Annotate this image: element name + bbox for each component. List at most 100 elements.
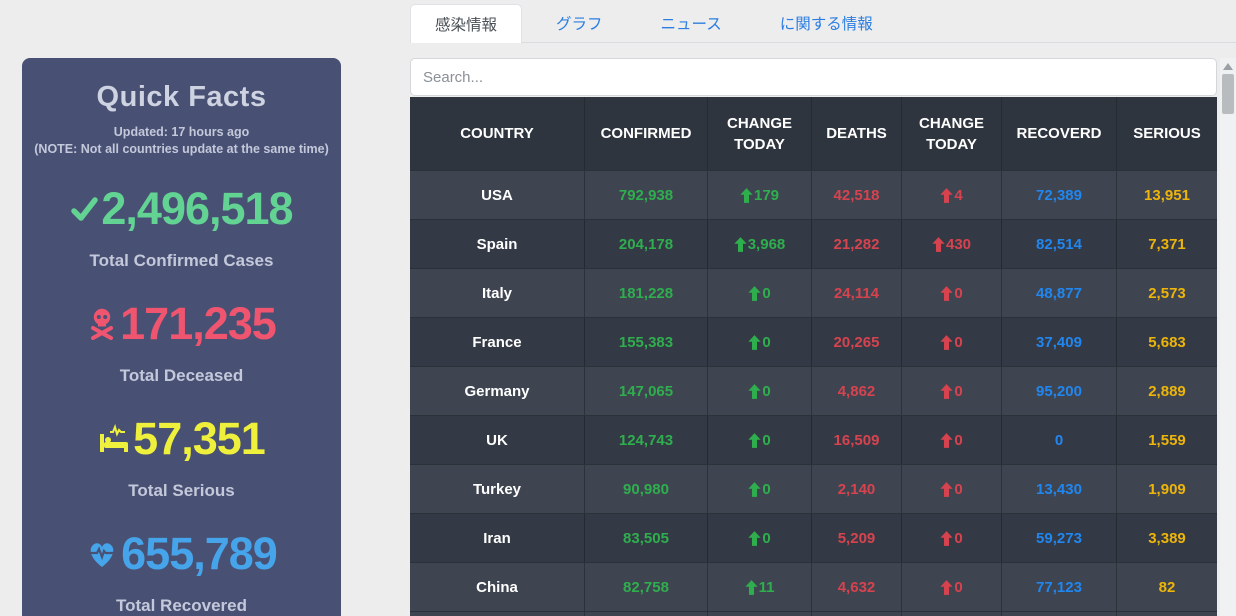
cell-deaths: 4,862 xyxy=(812,367,902,415)
cell-deaths: 21,282 xyxy=(812,220,902,268)
scrollbar-up-arrow-icon[interactable] xyxy=(1223,63,1233,70)
up-arrow-icon xyxy=(940,285,953,301)
up-arrow-icon xyxy=(748,285,761,301)
cell-confirmed-change: 0 xyxy=(708,318,812,366)
column-header-change-confirmed[interactable]: CHANGE TODAY xyxy=(708,97,812,170)
scrollbar-thumb[interactable] xyxy=(1222,74,1234,114)
table-row: Italy 181,228 0 24,114 0 48,877 2,573 xyxy=(410,268,1217,317)
stat-recovered-value: 655,789 xyxy=(22,531,341,576)
cell-confirmed-change: 0 xyxy=(708,367,812,415)
column-header-confirmed[interactable]: CONFIRMED xyxy=(585,97,708,170)
column-header-serious[interactable]: SERIOUS xyxy=(1133,125,1201,142)
table-row: Spain 204,178 3,968 21,282 430 82,514 7,… xyxy=(410,219,1217,268)
cell-country: France xyxy=(410,318,585,366)
cell-deaths-change: 430 xyxy=(902,220,1002,268)
cell-country: Spain xyxy=(410,220,585,268)
up-arrow-icon xyxy=(940,481,953,497)
cell-recovered: 0 xyxy=(1002,416,1117,464)
serious-number: 57,351 xyxy=(133,413,266,464)
stat-confirmed-label: Total Confirmed Cases xyxy=(89,251,274,270)
quick-facts-title: Quick Facts xyxy=(96,81,267,113)
cell-deaths: 2,140 xyxy=(812,465,902,513)
search-input[interactable] xyxy=(410,58,1217,96)
cell-deaths-change: 4 xyxy=(902,171,1002,219)
cell-deaths: 20,265 xyxy=(812,318,902,366)
country-stats-table: COUNTRY CONFIRMED CHANGE TODAY DEATHS CH… xyxy=(410,97,1217,616)
cell-deaths: 5,209 xyxy=(812,514,902,562)
cell-confirmed: 124,743 xyxy=(585,416,708,464)
stat-confirmed-value: 2,496,518 xyxy=(22,186,341,231)
stat-deceased-value: 171,235 xyxy=(22,301,341,346)
cell-confirmed: 792,938 xyxy=(585,171,708,219)
cell-serious: 1,559 xyxy=(1148,431,1186,449)
table-row-partial xyxy=(410,611,1217,616)
update-note-text: (NOTE: Not all countries update at the s… xyxy=(34,142,329,156)
cell-serious: 82 xyxy=(1158,578,1176,596)
table-row: USA 792,938 179 42,518 4 72,389 13,951 xyxy=(410,170,1217,219)
stat-deceased-label: Total Deceased xyxy=(119,366,244,385)
column-header-country[interactable]: COUNTRY xyxy=(410,97,585,170)
stat-recovered-label: Total Recovered xyxy=(115,596,247,615)
stat-recovered: 655,789 Total Recovered xyxy=(22,531,341,616)
confirmed-number: 2,496,518 xyxy=(101,183,293,234)
up-arrow-icon xyxy=(940,187,953,203)
cell-recovered: 37,409 xyxy=(1002,318,1117,366)
hospital-bed-icon xyxy=(98,423,130,454)
cell-confirmed: 82,758 xyxy=(585,563,708,611)
cell-deaths-change: 0 xyxy=(902,465,1002,513)
cell-confirmed-change: 179 xyxy=(708,171,812,219)
table-row: Turkey 90,980 0 2,140 0 13,430 1,909 xyxy=(410,464,1217,513)
column-header-deaths[interactable]: DEATHS xyxy=(812,97,902,170)
table-row: Iran 83,505 0 5,209 0 59,273 3,389 xyxy=(410,513,1217,562)
quick-facts-panel: Quick Facts Updated: 17 hours ago (NOTE:… xyxy=(22,58,341,616)
deceased-number: 171,235 xyxy=(120,298,277,349)
tab-infection-info[interactable]: 感染情報 xyxy=(410,4,523,43)
cell-country: China xyxy=(410,563,585,611)
cell-deaths-change: 0 xyxy=(902,318,1002,366)
cell-serious: 5,683 xyxy=(1148,333,1186,351)
stat-serious-value: 57,351 xyxy=(22,416,341,461)
up-arrow-icon xyxy=(748,383,761,399)
cell-confirmed: 147,065 xyxy=(585,367,708,415)
cell-country: Italy xyxy=(410,269,585,317)
cell-confirmed-change: 0 xyxy=(708,514,812,562)
table-row: China 82,758 11 4,632 0 77,123 82 xyxy=(410,562,1217,611)
up-arrow-icon xyxy=(940,579,953,595)
up-arrow-icon xyxy=(932,236,945,252)
up-arrow-icon xyxy=(940,334,953,350)
cell-deaths: 4,632 xyxy=(812,563,902,611)
up-arrow-icon xyxy=(940,530,953,546)
cell-country: Germany xyxy=(410,367,585,415)
cell-confirmed-change: 0 xyxy=(708,269,812,317)
up-arrow-icon xyxy=(748,530,761,546)
recovered-number: 655,789 xyxy=(121,528,278,579)
vertical-scrollbar[interactable] xyxy=(1220,58,1236,616)
cell-confirmed: 204,178 xyxy=(585,220,708,268)
column-header-change-deaths[interactable]: CHANGE TODAY xyxy=(902,97,1002,170)
tab-bar: 感染情報 グラフ ニュース に関する情報 xyxy=(410,0,1236,43)
cell-confirmed-change: 0 xyxy=(708,465,812,513)
check-icon xyxy=(70,195,99,223)
heartbeat-icon xyxy=(86,539,118,569)
cell-confirmed: 181,228 xyxy=(585,269,708,317)
up-arrow-icon xyxy=(748,481,761,497)
up-arrow-icon xyxy=(940,432,953,448)
cell-serious: 2,889 xyxy=(1148,382,1186,400)
up-arrow-icon xyxy=(940,383,953,399)
up-arrow-icon xyxy=(734,236,747,252)
cell-deaths-change: 0 xyxy=(902,514,1002,562)
cell-country: UK xyxy=(410,416,585,464)
tab-news[interactable]: ニュース xyxy=(660,16,722,33)
cell-serious: 3,389 xyxy=(1148,529,1186,547)
up-arrow-icon xyxy=(740,187,753,203)
cell-recovered: 13,430 xyxy=(1002,465,1117,513)
tab-related-info[interactable]: に関する情報 xyxy=(779,16,873,33)
cell-confirmed-change: 3,968 xyxy=(708,220,812,268)
cell-confirmed: 90,980 xyxy=(585,465,708,513)
up-arrow-icon xyxy=(744,579,758,595)
cell-recovered: 77,123 xyxy=(1002,563,1117,611)
tab-graph[interactable]: グラフ xyxy=(556,16,603,33)
cell-deaths-change: 0 xyxy=(902,269,1002,317)
column-header-recovered[interactable]: RECOVERD xyxy=(1002,97,1117,170)
